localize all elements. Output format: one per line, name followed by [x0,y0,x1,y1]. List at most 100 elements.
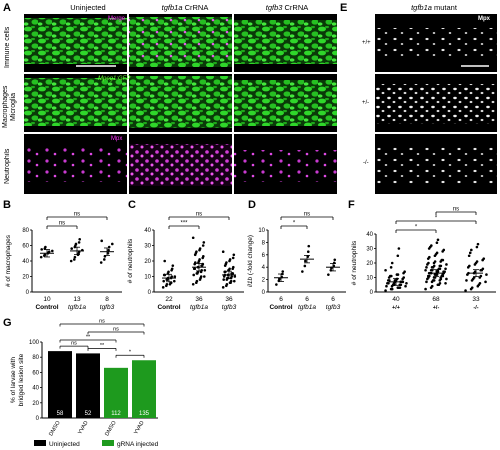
image-e-wildtype-spots [375,28,497,58]
y-tick-label: 0 [262,290,266,296]
data-point [107,248,110,252]
data-point [432,279,436,282]
data-point [69,259,73,263]
data-point [78,238,81,241]
data-point [304,259,307,263]
data-point [232,265,235,269]
data-point [73,258,76,261]
panel-g-chart: 0 20 40 60 80 100 % of larvae withbridged lesi… [10,319,159,449]
bar-n-label: 58 [57,411,64,417]
y-tick-label: 0 [148,290,152,296]
data-point [438,282,442,285]
col-header-gene: tgfb3 [265,3,283,12]
y-axis-label-line1: % of larvae with [10,357,17,403]
significance-label: * [293,221,296,227]
panel-a-row-label-neutrophils: Neutrophils [4,148,11,184]
significance-label: ns [304,212,310,218]
y-tick-label: 30 [366,247,373,253]
category-label: tgfb1a [68,304,86,311]
data-point [307,244,311,248]
data-point [74,242,78,246]
y-tick-label: 8 [262,240,266,246]
bar [132,360,156,418]
panel-d-letter: D [248,199,256,211]
row-immune-images [24,14,337,72]
data-point [482,257,486,260]
y-tick-label: 20 [22,275,29,281]
y-tick-label: 0 [370,290,374,296]
significance-label: ns [59,221,65,227]
data-point [195,250,198,253]
category-label: Control [157,304,180,311]
data-point [443,270,446,273]
data-point [230,275,233,278]
data-point [225,261,228,264]
data-point [224,270,227,274]
panel-a-col-header-tgfb1a: tgfb1a CrRNA [135,3,235,12]
data-point [388,279,391,282]
image-macrophage-tgfb3-band [234,80,337,126]
data-point [399,283,403,287]
category-label: tgfb3 [326,304,341,311]
data-point [433,260,437,263]
significance-label: ns [99,319,105,325]
y-tick-label: 4 [262,265,266,271]
data-point [203,269,207,272]
panel-b-letter: B [3,199,11,211]
y-axis-label-line2: bridged lesion site [18,353,25,406]
data-point [481,267,485,271]
data-point [402,276,406,279]
col-header-rest: CrRNA [182,3,209,12]
significance-label: ns [453,207,459,213]
data-point [475,260,479,263]
genotype-label-wt: +/+ [362,40,371,46]
y-tick-label: 40 [144,228,151,234]
data-point [333,258,337,262]
data-point [111,242,114,246]
channel-label-gfp: Mpeg1:GFP [98,76,130,82]
data-point [444,267,447,271]
significance-label: ns [196,212,202,218]
data-point [228,267,231,271]
data-point [198,258,201,261]
y-tick-label: 6 [262,253,266,259]
data-point [163,273,167,277]
data-point [435,241,439,244]
bar [104,367,128,418]
data-point [485,273,488,276]
channel-label-gfp-text: Mpeg1:GFP [98,76,131,82]
data-point [233,275,237,278]
data-point [203,275,206,278]
data-point [161,286,165,289]
category-label: +/- [433,305,440,311]
data-point [171,264,175,267]
legend-label: Uninjected [49,441,80,448]
data-point [390,274,393,278]
y-tick-label: 40 [22,259,29,265]
data-point [301,270,304,273]
col-header-gene: tgfb1a [161,3,183,12]
y-tick-label: 10 [366,276,373,282]
image-neutrophil-tgfb1a-spots [129,144,232,186]
data-point [475,245,479,249]
data-point [100,239,103,243]
y-tick-label: 60 [32,370,39,376]
data-point [444,282,447,285]
data-point [167,270,170,274]
y-tick-label: 10 [258,228,265,234]
y-tick-label: 30 [144,244,151,250]
data-point [396,254,400,258]
data-point [405,282,408,285]
data-point [427,261,430,265]
data-point [195,279,199,283]
data-point [163,259,166,263]
data-point [424,287,427,291]
image-immune-uninjected-band [24,18,127,64]
data-point [384,268,387,272]
bar [48,351,72,418]
data-point [390,287,394,291]
data-point [442,248,446,252]
data-point [396,273,400,276]
panel-e-channel-label: Mpx [478,16,490,22]
